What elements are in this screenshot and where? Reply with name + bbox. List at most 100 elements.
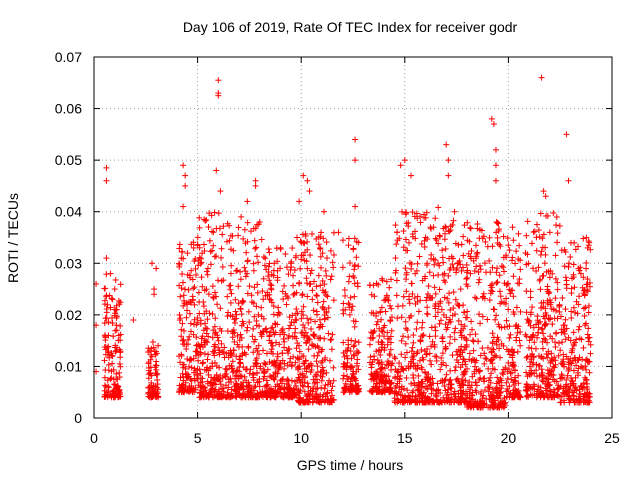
data-point bbox=[500, 264, 507, 271]
data-point bbox=[203, 268, 210, 275]
data-point bbox=[464, 314, 471, 321]
data-point bbox=[115, 386, 122, 393]
data-point bbox=[192, 271, 199, 278]
data-point bbox=[290, 387, 297, 394]
data-point bbox=[394, 229, 401, 236]
data-point bbox=[211, 376, 218, 383]
data-point bbox=[458, 241, 465, 248]
data-point bbox=[242, 366, 249, 373]
data-point bbox=[214, 334, 221, 341]
data-point bbox=[101, 382, 108, 389]
data-point bbox=[204, 380, 211, 387]
data-point bbox=[113, 327, 120, 334]
data-point bbox=[231, 316, 238, 323]
data-point bbox=[182, 172, 189, 179]
data-point bbox=[328, 273, 335, 280]
data-point bbox=[313, 358, 320, 365]
data-point bbox=[205, 291, 212, 298]
data-point bbox=[183, 314, 190, 321]
data-point bbox=[507, 331, 514, 338]
data-point bbox=[218, 340, 225, 347]
data-point bbox=[191, 321, 198, 328]
data-point bbox=[323, 272, 330, 279]
data-point bbox=[197, 320, 204, 327]
data-point bbox=[523, 333, 530, 340]
data-point bbox=[537, 286, 544, 293]
data-point bbox=[477, 320, 484, 327]
data-point bbox=[202, 325, 209, 332]
data-point bbox=[196, 366, 203, 373]
data-point bbox=[149, 393, 156, 400]
data-point bbox=[176, 261, 183, 268]
data-point bbox=[250, 349, 257, 356]
data-point bbox=[318, 384, 325, 391]
data-point bbox=[541, 260, 548, 267]
data-point bbox=[201, 241, 208, 248]
data-point bbox=[104, 344, 111, 351]
data-point bbox=[426, 333, 433, 340]
data-point bbox=[292, 359, 299, 366]
data-point bbox=[517, 266, 524, 273]
data-point bbox=[449, 352, 456, 359]
data-point bbox=[554, 239, 561, 246]
data-point bbox=[244, 198, 251, 205]
data-point bbox=[509, 254, 516, 261]
data-point bbox=[257, 365, 264, 372]
data-point bbox=[442, 245, 449, 252]
data-point bbox=[111, 390, 118, 397]
data-point bbox=[467, 224, 474, 231]
data-point bbox=[243, 249, 250, 256]
data-point bbox=[477, 367, 484, 374]
data-point bbox=[427, 343, 434, 350]
data-point bbox=[527, 294, 534, 301]
data-point bbox=[431, 261, 438, 268]
data-point bbox=[310, 307, 317, 314]
data-point bbox=[330, 264, 337, 271]
data-point bbox=[224, 328, 231, 335]
data-point bbox=[398, 351, 405, 358]
data-point bbox=[264, 350, 271, 357]
data-point bbox=[529, 265, 536, 272]
data-point bbox=[583, 259, 590, 266]
data-point bbox=[562, 336, 569, 343]
data-point bbox=[540, 330, 547, 337]
data-point bbox=[324, 255, 331, 262]
data-point bbox=[207, 391, 214, 398]
data-point bbox=[436, 320, 443, 327]
data-point bbox=[222, 365, 229, 372]
data-point bbox=[211, 359, 218, 366]
data-point bbox=[268, 282, 275, 289]
data-point bbox=[148, 345, 155, 352]
data-point bbox=[176, 317, 183, 324]
data-point bbox=[486, 234, 493, 241]
y-tick-label: 0.03 bbox=[55, 255, 82, 271]
data-point bbox=[464, 308, 471, 315]
data-point bbox=[329, 331, 336, 338]
data-point bbox=[322, 267, 329, 274]
data-point bbox=[284, 264, 291, 271]
data-point bbox=[182, 182, 189, 189]
data-point bbox=[176, 245, 183, 252]
data-point bbox=[101, 357, 108, 364]
data-point bbox=[403, 288, 410, 295]
data-point bbox=[187, 320, 194, 327]
data-point bbox=[148, 372, 155, 379]
data-point bbox=[463, 275, 470, 282]
data-point bbox=[488, 115, 495, 122]
data-point bbox=[181, 286, 188, 293]
data-point bbox=[399, 302, 406, 309]
data-point bbox=[325, 330, 332, 337]
data-point bbox=[292, 254, 299, 261]
data-point bbox=[211, 323, 218, 330]
data-point bbox=[393, 241, 400, 248]
data-point bbox=[209, 283, 216, 290]
data-point bbox=[178, 326, 185, 333]
data-point bbox=[237, 268, 244, 275]
data-point bbox=[227, 299, 234, 306]
data-point bbox=[350, 343, 357, 350]
data-point bbox=[232, 308, 239, 315]
data-point bbox=[504, 235, 511, 242]
data-point bbox=[176, 241, 183, 248]
data-point bbox=[183, 341, 190, 348]
data-point bbox=[197, 351, 204, 358]
